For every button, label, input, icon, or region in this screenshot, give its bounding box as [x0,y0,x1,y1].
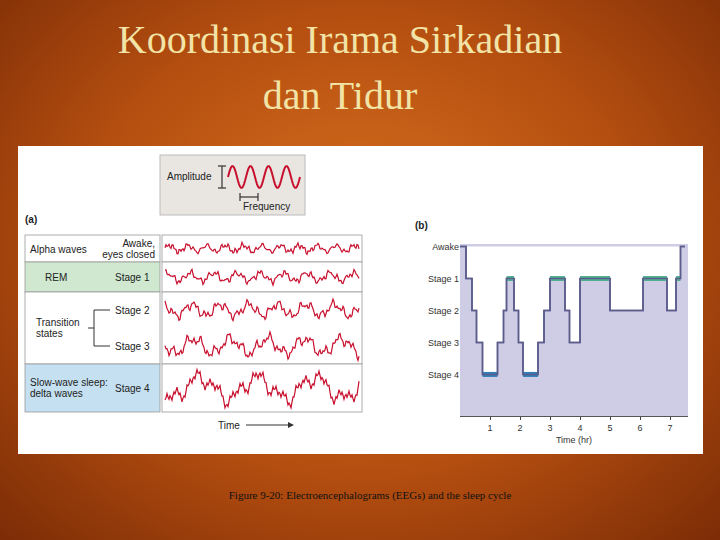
svg-text:Stage 1: Stage 1 [428,274,459,284]
svg-text:4: 4 [577,423,582,433]
svg-text:REM: REM [45,272,67,283]
svg-text:2: 2 [517,423,522,433]
svg-text:Amplitude: Amplitude [167,171,212,182]
svg-text:Time: Time [218,420,240,431]
svg-text:6: 6 [637,423,642,433]
svg-text:1: 1 [487,423,492,433]
svg-text:Stage 4: Stage 4 [428,370,459,380]
svg-text:3: 3 [547,423,552,433]
svg-text:(b): (b) [415,220,428,231]
svg-text:Stage 4: Stage 4 [115,383,150,394]
svg-text:Time (hr): Time (hr) [556,435,592,445]
svg-text:eyes closed: eyes closed [102,249,155,260]
svg-text:Stage 1: Stage 1 [115,272,150,283]
svg-text:Frequency: Frequency [243,201,290,212]
svg-text:Alpha waves: Alpha waves [30,244,87,255]
svg-text:Stage 2: Stage 2 [428,306,459,316]
html-text:Koordinasi Irama Sirkadian: Koordinasi Irama Sirkadian [117,17,563,62]
svg-text:5: 5 [607,423,612,433]
html-text:Figure 9-20: Electroencephalog: Figure 9-20: Electroencephalograms (EEGs… [228,489,512,501]
svg-text:Awake: Awake [432,242,459,252]
html-text:dan Tidur: dan Tidur [262,73,418,118]
svg-text:(a): (a) [25,214,37,225]
svg-text:delta waves: delta waves [30,388,83,399]
svg-text:Slow-wave sleep:: Slow-wave sleep: [30,377,108,388]
svg-text:Stage 2: Stage 2 [115,305,150,316]
svg-text:Awake,: Awake, [122,238,155,249]
svg-text:Stage 3: Stage 3 [428,338,459,348]
svg-text:Transition: Transition [36,317,80,328]
svg-text:Stage 3: Stage 3 [115,341,150,352]
svg-text:7: 7 [667,423,672,433]
svg-text:states: states [36,328,63,339]
